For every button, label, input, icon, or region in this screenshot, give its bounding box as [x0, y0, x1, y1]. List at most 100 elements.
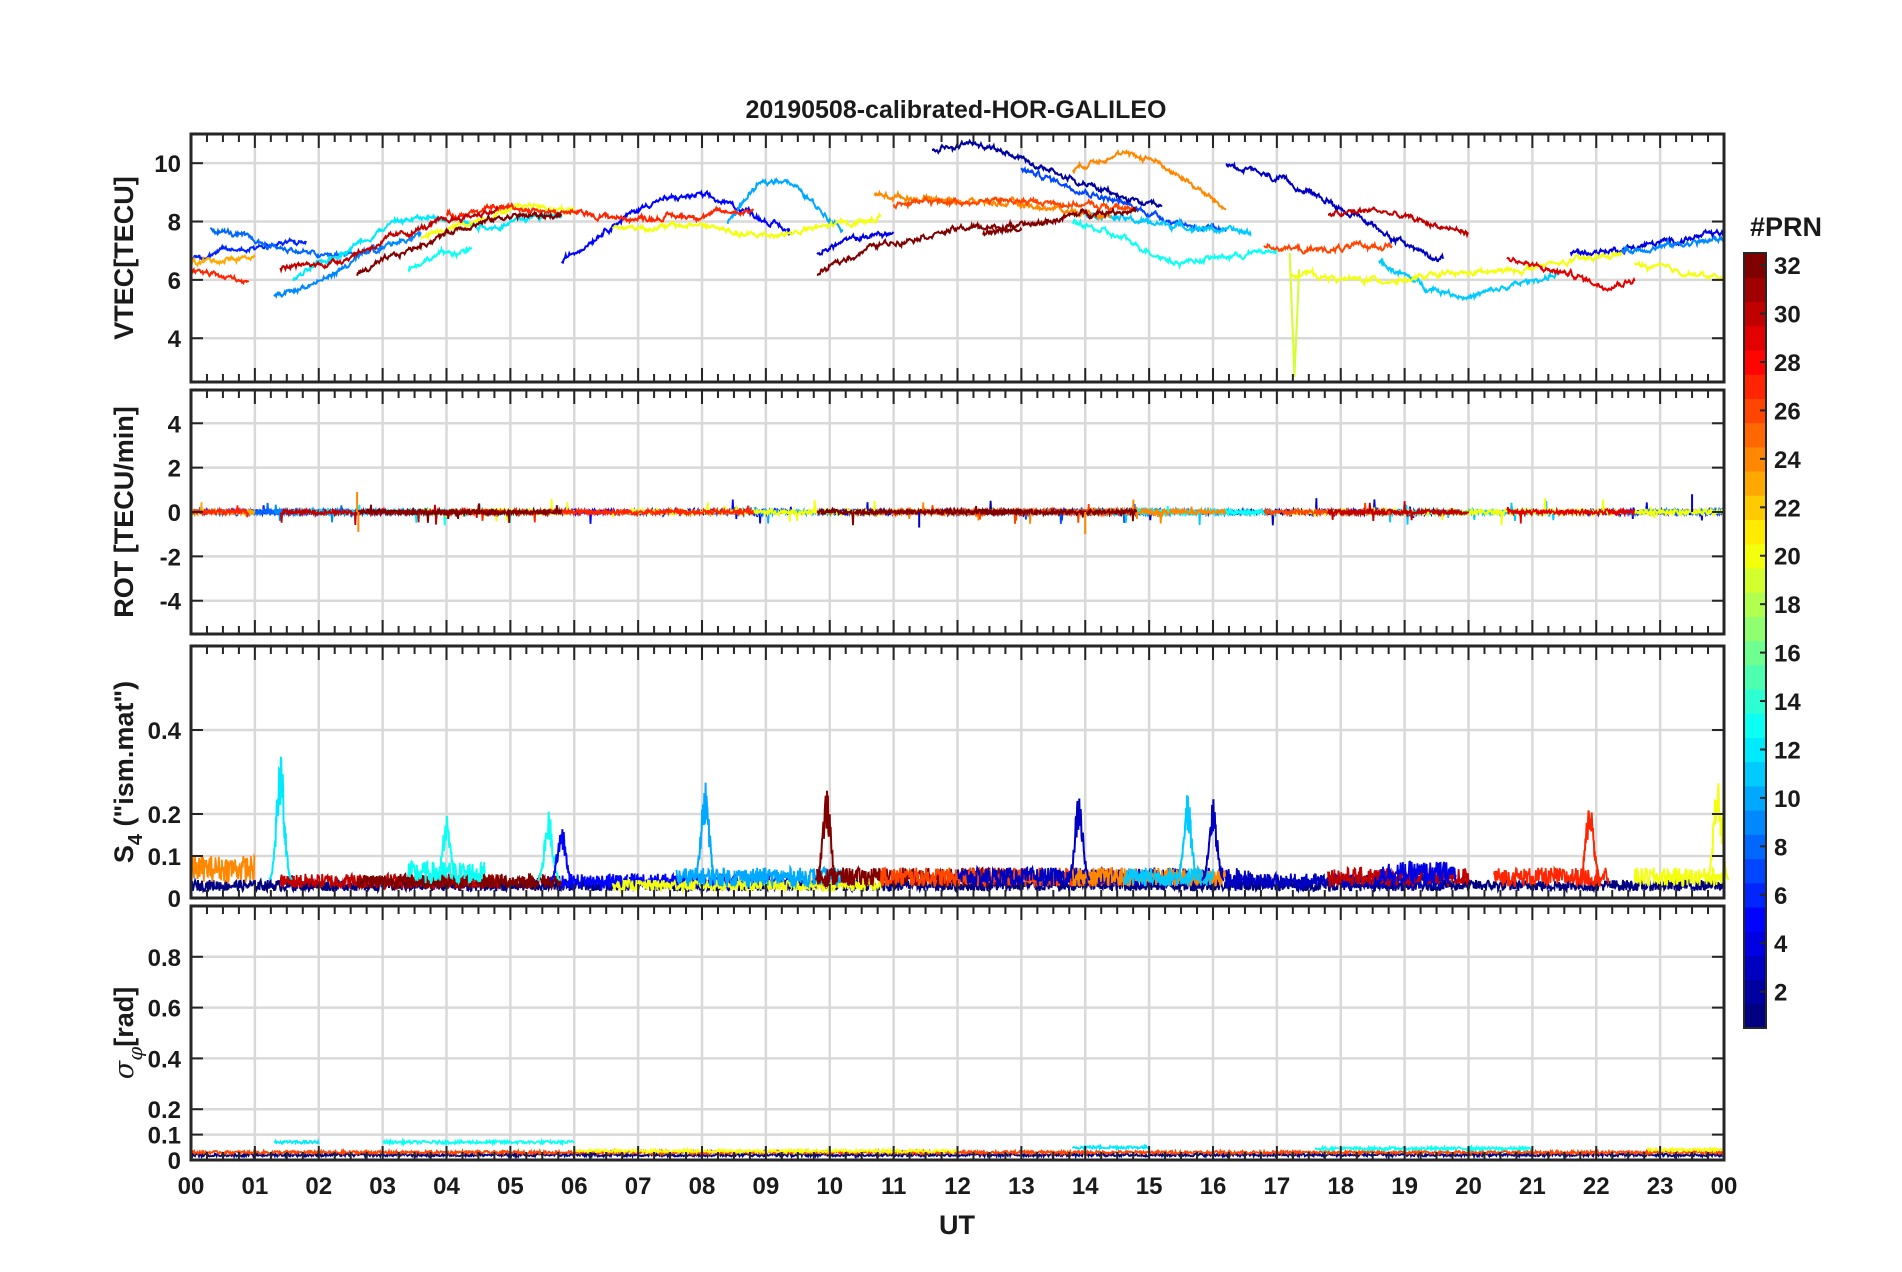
- x-tick-label: 05: [497, 1173, 524, 1200]
- y-tick-label: 4: [168, 411, 182, 438]
- x-tick-label: 11: [881, 1173, 906, 1200]
- colorbar-band: [1744, 253, 1766, 278]
- panel-sigma: 00.10.2 0.4 0.6 0.8 σφ[rad]: [109, 904, 1726, 1175]
- y-tick-label: 0: [168, 1148, 181, 1175]
- colorbar-band: [1744, 325, 1766, 351]
- colorbar-band: [1744, 616, 1766, 642]
- x-axis-label: UT: [939, 1210, 975, 1240]
- vtec-series-line: [1506, 256, 1636, 293]
- x-tick-label: 18: [1327, 1173, 1354, 1200]
- s4-series-line: [1493, 865, 1610, 889]
- colorbar-band: [1744, 979, 1766, 1005]
- y-tick-label: 0.4: [148, 1046, 182, 1073]
- vtec-series-line: [1225, 161, 1444, 263]
- x-tick-label: 00: [178, 1173, 205, 1200]
- y-tick-label: 0.8: [148, 945, 181, 972]
- colorbar-band: [1744, 737, 1766, 763]
- panel-sigma-ylabel: σφ[rad]: [109, 987, 147, 1079]
- panel-border: [189, 904, 1726, 1162]
- colorbar-tick-label: 26: [1774, 398, 1801, 425]
- colorbar-band: [1744, 422, 1766, 448]
- x-tick-label: 14: [1072, 1173, 1099, 1200]
- vtec-series-line: [190, 253, 256, 268]
- colorbar-band: [1744, 1003, 1766, 1029]
- s4-burst-line: [1577, 810, 1602, 882]
- rot-series-line: [982, 506, 1138, 522]
- s4-burst-line: [434, 815, 459, 882]
- sigma-series-line: [273, 1138, 320, 1146]
- s4-series-line: [675, 864, 844, 890]
- s4-burst-line: [537, 811, 561, 882]
- sigma-ylabel-sub: φ: [123, 1047, 147, 1061]
- colorbar-tick-label: 16: [1774, 641, 1801, 668]
- x-tick-label: 07: [625, 1173, 652, 1200]
- x-tick-label: 20: [1455, 1173, 1482, 1200]
- x-tick-label: 21: [1519, 1173, 1546, 1200]
- y-tick-label: 0.2: [148, 802, 181, 829]
- y-tick-label: 0.1: [148, 1123, 181, 1150]
- colorbar-tick-label: 14: [1774, 689, 1801, 716]
- vtec-series-line: [356, 210, 563, 277]
- vtec-series-line: [560, 189, 792, 264]
- rot-series-line: [1506, 506, 1635, 524]
- panel-rot-data: [190, 492, 1725, 535]
- s4-ylabel-sub: 4: [125, 833, 147, 845]
- panel-border: [189, 388, 1726, 636]
- y-tick-label: 4: [168, 326, 182, 353]
- y-tick-label: 0.4: [148, 718, 182, 745]
- y-tick-label: -2: [160, 544, 181, 571]
- y-tick-label: 0.1: [148, 844, 181, 871]
- colorbar-tick-label: 30: [1774, 302, 1801, 329]
- s4-burst-line: [1175, 795, 1200, 882]
- colorbar-tick-label: 24: [1774, 447, 1801, 474]
- x-tick-label: 10: [816, 1173, 843, 1200]
- colorbar-tick-label: 10: [1774, 786, 1801, 813]
- colorbar-tick-label: 32: [1774, 253, 1801, 280]
- colorbar-band: [1744, 664, 1766, 690]
- panel-vtec: 4 6 8 10 VTEC[TECU]: [109, 132, 1726, 384]
- colorbar-tick-label: 2: [1774, 980, 1787, 1007]
- vtec-series-line: [1020, 165, 1227, 233]
- vtec-series-line: [190, 237, 307, 263]
- s4-ylabel-main: S: [109, 845, 139, 863]
- vtec-series-line: [407, 245, 473, 273]
- vtec-series-line: [982, 206, 1138, 237]
- colorbar-band: [1744, 834, 1766, 860]
- panel-border: [189, 644, 1726, 900]
- colorbar-tick-label: 8: [1774, 834, 1787, 861]
- colorbar-band: [1744, 761, 1766, 787]
- colorbar-tick-label: 22: [1774, 495, 1801, 522]
- sigma-ylabel-main: σ: [109, 1059, 140, 1079]
- vtec-series-line: [1263, 239, 1393, 255]
- x-tick-label: 12: [944, 1173, 971, 1200]
- vtec-series-line: [611, 211, 882, 240]
- x-tick-label: 23: [1647, 1173, 1674, 1200]
- s4-series-line: [816, 865, 1023, 889]
- s4-burst-line: [1201, 799, 1225, 882]
- y-tick-label: 6: [168, 268, 181, 295]
- x-tick-label: 02: [305, 1173, 332, 1200]
- colorbar-tick-label: 20: [1774, 544, 1801, 571]
- x-tick-label: 06: [561, 1173, 588, 1200]
- s4-burst-line: [693, 782, 718, 881]
- x-tick-label: 01: [242, 1173, 269, 1200]
- rot-series-line: [1327, 501, 1470, 521]
- s4-burst-line: [1066, 798, 1091, 881]
- x-tick-label: 16: [1200, 1173, 1227, 1200]
- colorbar-tick-label: 6: [1774, 883, 1787, 910]
- sigma-series-line: [1314, 1144, 1534, 1154]
- colorbar-band: [1744, 640, 1766, 666]
- vtec-series-line: [1071, 217, 1278, 270]
- colorbar-band: [1744, 931, 1766, 956]
- colorbar-band: [1744, 955, 1766, 981]
- s4-series-line: [1378, 860, 1457, 885]
- vtec-series-line: [279, 205, 499, 274]
- x-tick-label: 19: [1391, 1173, 1418, 1200]
- s4-ylabel-rest: ("ism.mat"): [109, 681, 139, 834]
- y-tick-label: 0.6: [148, 996, 181, 1023]
- y-tick-label: 0.2: [148, 1097, 181, 1124]
- sigma-series-line: [382, 1137, 575, 1147]
- colorbar-band: [1744, 882, 1766, 908]
- colorbar-tick-label: 28: [1774, 350, 1801, 377]
